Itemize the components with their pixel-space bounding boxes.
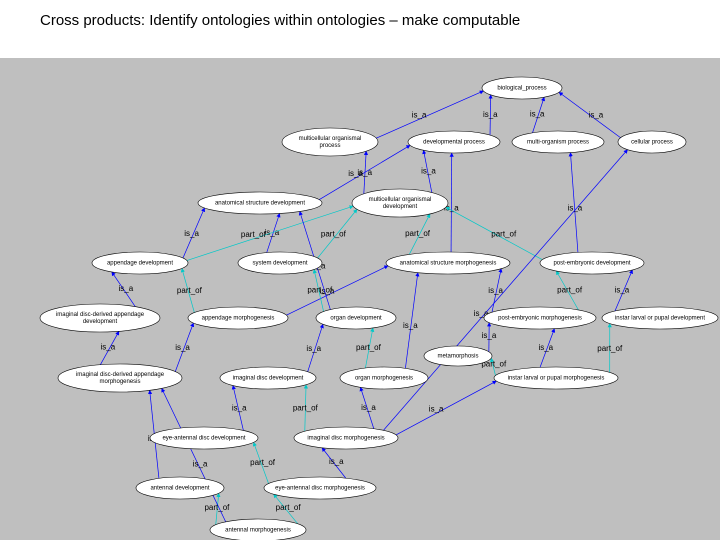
edge-label: is_a	[403, 321, 418, 330]
node-ped: post-embryonic development	[540, 252, 644, 274]
edge-label: is_a	[361, 403, 376, 412]
node-bio: biological_process	[482, 77, 562, 99]
node-label: instar larval or pupal morphogenesis	[508, 376, 605, 382]
edge-label: is_a	[119, 284, 134, 293]
node-label: multi-organism process	[527, 140, 589, 146]
node-label: post-embryonic development	[553, 261, 630, 267]
edge-label: is_a	[421, 167, 436, 176]
edge-label: part_of	[321, 230, 347, 239]
node-label: morphogenesis	[99, 379, 140, 385]
edge-label: is_a	[483, 110, 498, 119]
node-antm: antennal morphogenesis	[210, 519, 306, 540]
node-idm: imaginal disc morphogenesis	[294, 427, 398, 449]
node-label: antennal development	[150, 486, 209, 492]
node-cel: cellular process	[618, 131, 686, 153]
edge-label: is_a	[488, 286, 503, 295]
edge-label: is_a	[615, 286, 630, 295]
node-label: imaginal disc morphogenesis	[307, 436, 384, 442]
node-eadm: eye-antennal disc morphogenesis	[264, 477, 376, 499]
edge-label: is_a	[429, 404, 444, 413]
node-label: cellular process	[631, 140, 673, 146]
node-orgm: organ morphogenesis	[340, 367, 428, 389]
node-label: organ morphogenesis	[355, 376, 413, 382]
node-label: imaginal disc-derived appendage	[76, 372, 165, 378]
edge-label: is_a	[482, 331, 497, 340]
node-label: antennal morphogenesis	[225, 528, 291, 534]
edge-label: is_a	[538, 343, 553, 352]
edge-label: part_of	[557, 285, 583, 294]
edge-label: part_of	[293, 404, 319, 413]
node-label: appendage development	[107, 261, 173, 267]
edge-label: is_a	[184, 229, 199, 238]
edge-is_a	[396, 381, 496, 435]
node-label: developmental process	[423, 140, 485, 146]
edge-label: part_of	[307, 286, 333, 295]
node-ilpm: instar larval or pupal morphogenesis	[494, 367, 618, 389]
node-label: post-embryonic morphogenesis	[498, 316, 582, 322]
node-label: instar larval or pupal development	[615, 316, 705, 322]
ontology-diagram: is_ais_ais_ais_ais_ais_ais_ais_ais_apart…	[0, 58, 720, 540]
node-label: process	[319, 143, 340, 149]
edge-label: is_a	[329, 457, 344, 466]
edge-label: is_a	[568, 203, 583, 212]
edge-label: is_a	[100, 342, 115, 351]
node-mcod: multicellular organismaldevelopment	[352, 189, 448, 217]
node-pem: post-embryonic morphogenesis	[484, 307, 596, 329]
node-label: eye-antennal disc morphogenesis	[275, 486, 365, 492]
edge-label: is_a	[306, 344, 321, 353]
node-label: development	[83, 319, 118, 325]
node-label: development	[383, 204, 418, 210]
edge-label: is_a	[530, 110, 545, 119]
edge-label: part_of	[491, 230, 517, 239]
graph-svg: is_ais_ais_ais_ais_ais_ais_ais_ais_apart…	[0, 58, 720, 540]
node-label: multicellular organismal	[369, 197, 432, 203]
node-label: multicellular organismal	[299, 136, 362, 142]
edge-label: part_of	[177, 286, 203, 295]
edge-label: part_of	[250, 458, 276, 467]
node-apm: appendage morphogenesis	[188, 307, 288, 329]
node-met: metamorphosis	[424, 346, 492, 366]
edge-label: is_a	[232, 403, 247, 412]
node-label: system development	[252, 261, 307, 267]
node-label: metamorphosis	[437, 354, 478, 360]
node-dev: developmental process	[408, 131, 500, 153]
node-label: imaginal disc-derived appendage	[56, 312, 145, 318]
node-label: eye-antennal disc development	[162, 436, 245, 442]
edge-label: is_a	[357, 168, 372, 177]
node-mco: multicellular organismalprocess	[282, 128, 378, 156]
node-org: organ development	[316, 307, 396, 329]
node-label: anatomical structure morphogenesis	[400, 261, 497, 267]
page-title: Cross products: Identify ontologies with…	[0, 0, 720, 29]
edge-label: part_of	[405, 229, 431, 238]
edge-label: part_of	[356, 343, 382, 352]
node-ied: imaginal disc-derived appendagedevelopme…	[40, 304, 160, 332]
node-label: appendage morphogenesis	[202, 316, 275, 322]
edge-label: is_a	[193, 459, 208, 468]
node-sys: system development	[238, 252, 322, 274]
node-idd: imaginal disc development	[220, 367, 316, 389]
edge-label: part_of	[276, 503, 302, 512]
node-ilp: instar larval or pupal development	[602, 307, 718, 329]
edge-label: is_a	[412, 110, 427, 119]
node-ead: eye-antennal disc development	[150, 427, 258, 449]
node-label: imaginal disc development	[233, 376, 304, 382]
node-label: organ development	[330, 316, 382, 322]
edge-is_a	[162, 388, 226, 521]
node-antd: antennal development	[136, 477, 224, 499]
edge-is_a	[376, 91, 483, 138]
edge-label: part_of	[597, 344, 623, 353]
node-apd: appendage development	[92, 252, 188, 274]
node-asd: anatomical structure development	[198, 192, 322, 214]
node-asm: anatomical structure morphogenesis	[386, 252, 510, 274]
edge-label: is_a	[589, 111, 604, 120]
node-label: anatomical structure development	[215, 201, 305, 207]
node-mop: multi-organism process	[512, 131, 604, 153]
node-idam: imaginal disc-derived appendagemorphogen…	[58, 364, 182, 392]
edge-label: part_of	[241, 230, 267, 239]
node-label: biological_process	[497, 86, 546, 92]
edge-label: is_a	[175, 343, 190, 352]
